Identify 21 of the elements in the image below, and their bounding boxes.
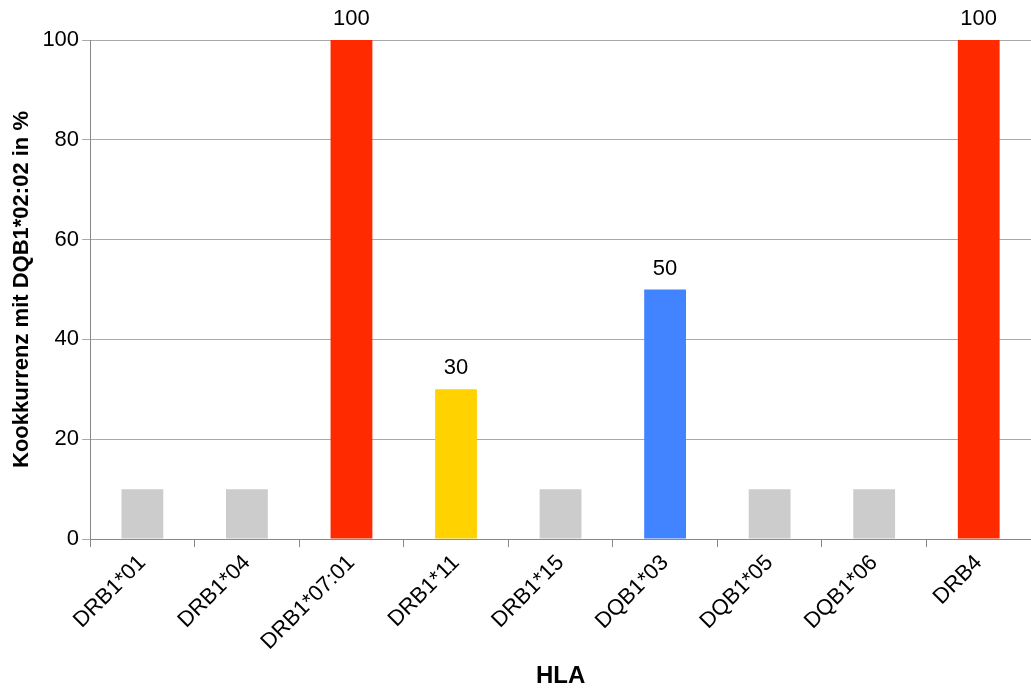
data-label: 50: [652, 254, 678, 280]
bar: [330, 40, 373, 539]
data-label: 30: [443, 354, 469, 380]
bar: [644, 289, 687, 539]
y-tick-label: 80: [54, 125, 80, 151]
y-tick-label: 100: [42, 26, 80, 52]
y-tick-label: 20: [54, 425, 80, 451]
bar: [748, 489, 791, 539]
bar: [853, 489, 896, 539]
y-tick-label: 0: [66, 525, 80, 551]
bar: [539, 489, 582, 539]
x-axis-title: HLA: [535, 661, 586, 689]
y-tick-label: 60: [54, 225, 80, 251]
bar: [435, 389, 477, 539]
y-axis-title: Kookkurrenz mit DQB1*02:02 in %: [8, 111, 34, 469]
data-label: 100: [960, 5, 998, 31]
bar: [226, 489, 268, 539]
bar: [121, 489, 164, 539]
data-label: 100: [333, 5, 370, 31]
y-tick-label: 40: [54, 325, 80, 351]
bar: [957, 40, 1000, 539]
